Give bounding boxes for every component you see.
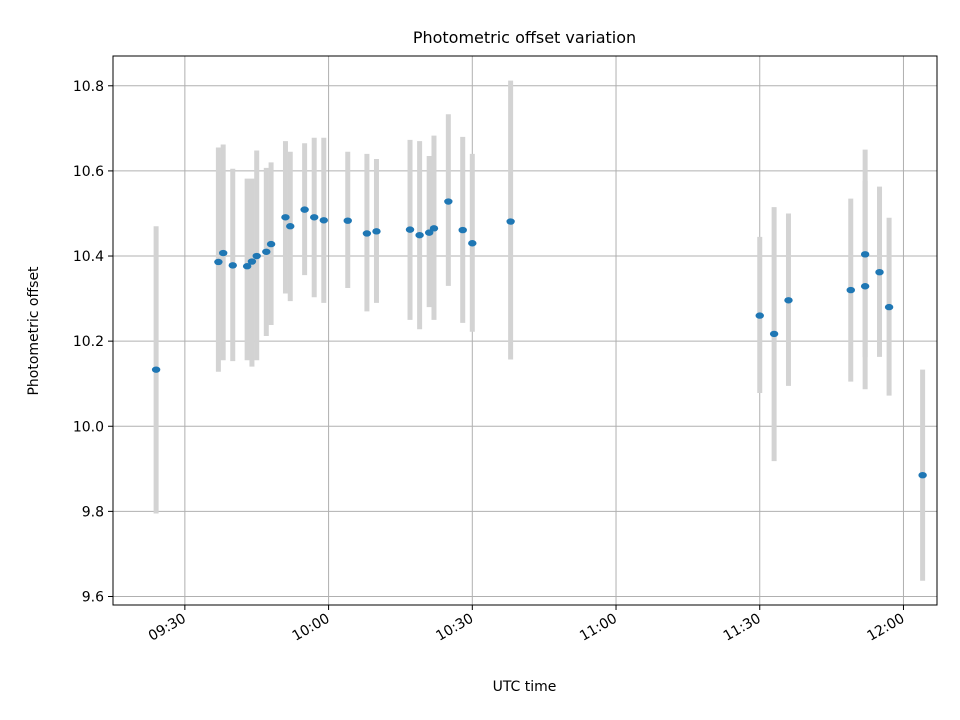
data-point-1 [214, 258, 223, 266]
data-point-19 [424, 229, 434, 236]
data-point-29 [860, 283, 870, 290]
data-point-18 [415, 231, 424, 239]
y-tick-label: 10.6 [73, 164, 104, 180]
data-point-14 [343, 217, 352, 224]
x-tick-label: 11:00 [577, 611, 620, 645]
y-axis-label: Photometric offset [26, 266, 42, 396]
y-tick-label: 10.4 [73, 249, 104, 265]
x-axis-ticks: 09:30 10:00 10:30 11:00 11:30 12:00 [146, 605, 908, 645]
x-tick-label: 10:30 [433, 611, 476, 645]
data-point-3 [228, 262, 237, 269]
data-point-7 [262, 248, 271, 255]
data-point-27 [784, 297, 793, 304]
data-point-11 [300, 206, 309, 213]
data-point-15 [362, 230, 372, 237]
data-point-6 [252, 252, 261, 260]
chart-title: Photometric offset variation [413, 28, 636, 47]
data-point-12 [310, 214, 319, 221]
y-tick-label: 9.6 [82, 589, 104, 605]
data-point-23 [468, 240, 477, 247]
plot-area-frame [112, 55, 938, 606]
data-point-17 [405, 226, 415, 233]
data-point-22 [458, 226, 467, 234]
data-point-33 [918, 471, 927, 479]
data-points [151, 198, 927, 479]
x-tick-label: 10:00 [290, 611, 333, 645]
data-point-8 [266, 240, 276, 248]
data-point-4 [242, 263, 252, 270]
data-point-0 [151, 366, 161, 373]
data-point-24 [506, 218, 515, 225]
data-point-28 [846, 286, 855, 294]
data-point-16 [372, 228, 381, 235]
data-point-2 [218, 249, 228, 257]
data-point-10 [286, 223, 295, 230]
y-tick-label: 9.8 [82, 504, 104, 520]
data-point-30 [860, 251, 870, 258]
data-point-32 [884, 303, 894, 311]
data-point-25 [755, 312, 764, 319]
error-bars [153, 80, 926, 581]
data-point-5 [247, 258, 257, 265]
x-tick-label: 09:30 [146, 611, 189, 645]
x-tick-label: 12:00 [865, 611, 908, 645]
y-tick-label: 10.2 [73, 334, 104, 350]
grid-lines [113, 56, 937, 605]
data-point-20 [429, 225, 439, 232]
data-point-31 [875, 268, 884, 276]
y-tick-label: 10.0 [73, 419, 104, 435]
data-point-21 [444, 198, 453, 205]
y-tick-label: 10.8 [73, 79, 104, 95]
data-point-26 [769, 330, 779, 338]
data-point-13 [319, 217, 328, 224]
x-tick-label: 11:30 [721, 611, 764, 645]
x-axis-label: UTC time [493, 679, 557, 695]
y-axis-ticks: 9.6 9.8 10.0 10.2 10.4 10.6 10.8 [73, 79, 113, 605]
data-point-9 [281, 214, 290, 221]
